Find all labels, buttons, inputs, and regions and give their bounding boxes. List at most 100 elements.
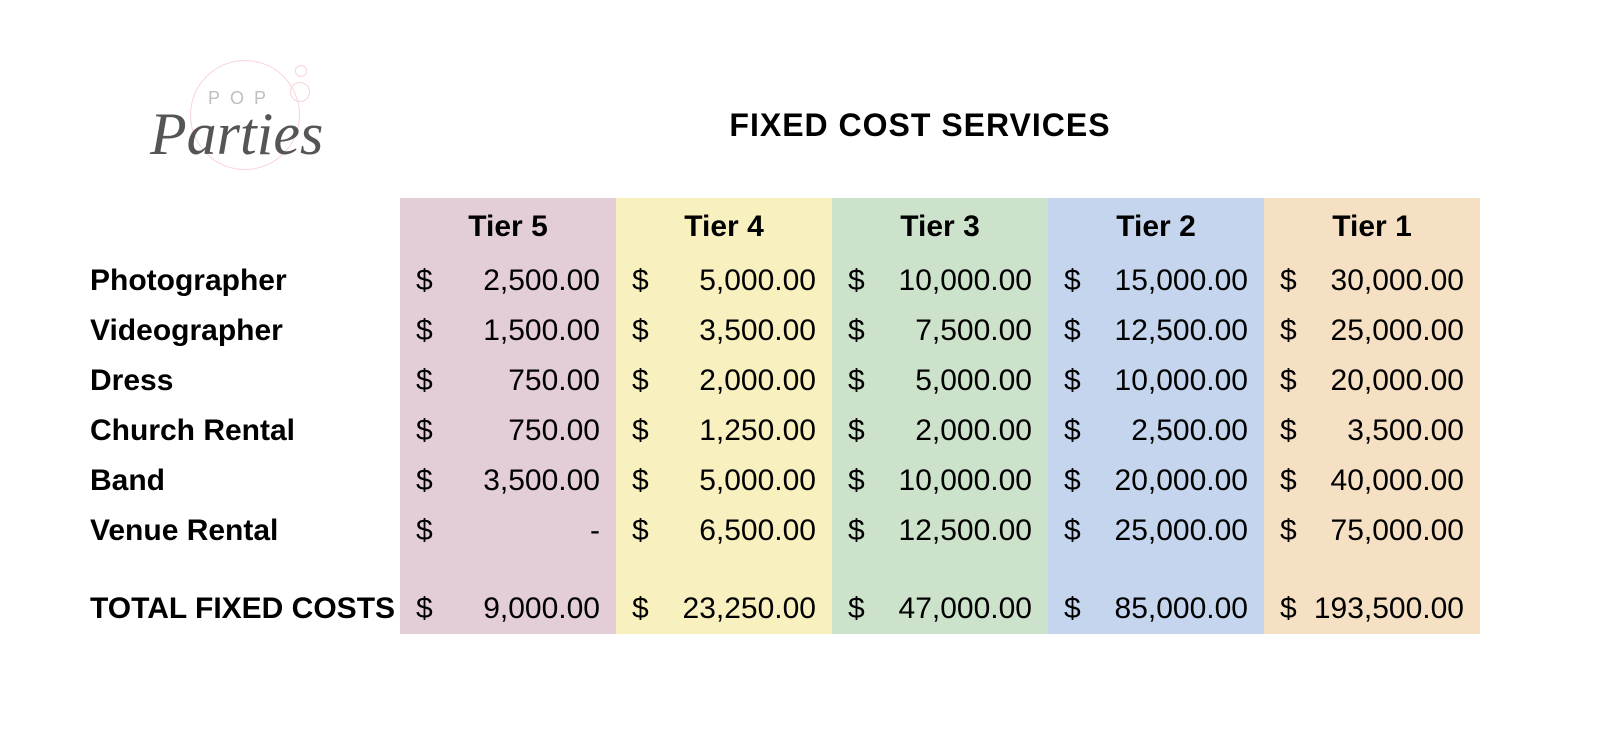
spacer <box>616 556 832 584</box>
column-header-tier: Tier 5 <box>400 198 616 256</box>
amount-value: 25,000.00 <box>1081 514 1248 548</box>
table-cell: $10,000.00 <box>832 256 1048 306</box>
total-cell: $23,250.00 <box>616 584 832 634</box>
table-cell: $12,500.00 <box>832 506 1048 556</box>
spacer <box>80 556 400 584</box>
spacer <box>1048 556 1264 584</box>
currency-symbol: $ <box>1064 464 1081 498</box>
table-cell: $3,500.00 <box>400 456 616 506</box>
table-cell: $1,500.00 <box>400 306 616 356</box>
table-cell: $20,000.00 <box>1048 456 1264 506</box>
total-cell: $193,500.00 <box>1264 584 1480 634</box>
currency-symbol: $ <box>632 414 649 448</box>
amount-value: 2,500.00 <box>1081 414 1248 448</box>
table-cell: $6,500.00 <box>616 506 832 556</box>
row-label: Videographer <box>80 306 400 356</box>
table-cell: $12,500.00 <box>1048 306 1264 356</box>
table-cell: $2,500.00 <box>400 256 616 306</box>
row-label: Photographer <box>80 256 400 306</box>
total-cell: $85,000.00 <box>1048 584 1264 634</box>
currency-symbol: $ <box>416 464 433 498</box>
total-cell: $47,000.00 <box>832 584 1048 634</box>
table-cell: $5,000.00 <box>616 256 832 306</box>
spacer <box>832 556 1048 584</box>
amount-value: 3,500.00 <box>649 314 816 348</box>
amount-value: 193,500.00 <box>1297 592 1464 626</box>
currency-symbol: $ <box>632 364 649 398</box>
amount-value: 10,000.00 <box>865 464 1032 498</box>
row-label: Band <box>80 456 400 506</box>
currency-symbol: $ <box>1280 514 1297 548</box>
amount-value: 20,000.00 <box>1081 464 1248 498</box>
amount-value: 75,000.00 <box>1297 514 1464 548</box>
total-label: TOTAL FIXED COSTS <box>80 584 400 634</box>
currency-symbol: $ <box>416 364 433 398</box>
currency-symbol: $ <box>848 464 865 498</box>
table-cell: $2,000.00 <box>832 406 1048 456</box>
currency-symbol: $ <box>1280 264 1297 298</box>
table-cell: $1,250.00 <box>616 406 832 456</box>
table-cell: $30,000.00 <box>1264 256 1480 306</box>
table-cell: $5,000.00 <box>832 356 1048 406</box>
amount-value: 2,000.00 <box>649 364 816 398</box>
table-cell: $25,000.00 <box>1048 506 1264 556</box>
table-cell: $75,000.00 <box>1264 506 1480 556</box>
amount-value: 10,000.00 <box>865 264 1032 298</box>
table-cell: $25,000.00 <box>1264 306 1480 356</box>
table-cell: $3,500.00 <box>1264 406 1480 456</box>
row-label: Church Rental <box>80 406 400 456</box>
currency-symbol: $ <box>416 314 433 348</box>
amount-value: 5,000.00 <box>649 264 816 298</box>
currency-symbol: $ <box>632 592 649 626</box>
header-section: POP Parties FIXED COST SERVICES <box>80 60 1520 190</box>
logo: POP Parties <box>80 60 380 190</box>
currency-symbol: $ <box>416 514 433 548</box>
page-title: FIXED COST SERVICES <box>380 107 1520 144</box>
currency-symbol: $ <box>848 414 865 448</box>
amount-value: 20,000.00 <box>1297 364 1464 398</box>
logo-script-text: Parties <box>150 100 323 169</box>
currency-symbol: $ <box>848 364 865 398</box>
currency-symbol: $ <box>632 264 649 298</box>
table-cell: $2,500.00 <box>1048 406 1264 456</box>
table-cell: $5,000.00 <box>616 456 832 506</box>
column-header-tier: Tier 2 <box>1048 198 1264 256</box>
amount-value: 10,000.00 <box>1081 364 1248 398</box>
table-cell: $2,000.00 <box>616 356 832 406</box>
amount-value: 2,000.00 <box>865 414 1032 448</box>
amount-value: - <box>433 514 600 548</box>
currency-symbol: $ <box>1280 464 1297 498</box>
amount-value: 85,000.00 <box>1081 592 1248 626</box>
table-cell: $40,000.00 <box>1264 456 1480 506</box>
row-label: Dress <box>80 356 400 406</box>
currency-symbol: $ <box>416 264 433 298</box>
amount-value: 30,000.00 <box>1297 264 1464 298</box>
amount-value: 15,000.00 <box>1081 264 1248 298</box>
table-cell: $7,500.00 <box>832 306 1048 356</box>
cost-table: Tier 5Tier 4Tier 3Tier 2Tier 1Photograph… <box>80 198 1520 634</box>
currency-symbol: $ <box>632 464 649 498</box>
amount-value: 1,500.00 <box>433 314 600 348</box>
amount-value: 3,500.00 <box>1297 414 1464 448</box>
currency-symbol: $ <box>1280 314 1297 348</box>
amount-value: 7,500.00 <box>865 314 1032 348</box>
amount-value: 25,000.00 <box>1297 314 1464 348</box>
currency-symbol: $ <box>1064 264 1081 298</box>
row-label: Venue Rental <box>80 506 400 556</box>
currency-symbol: $ <box>848 592 865 626</box>
currency-symbol: $ <box>416 414 433 448</box>
currency-symbol: $ <box>1280 364 1297 398</box>
currency-symbol: $ <box>632 514 649 548</box>
amount-value: 3,500.00 <box>433 464 600 498</box>
page-container: POP Parties FIXED COST SERVICES Tier 5Ti… <box>80 60 1520 634</box>
amount-value: 750.00 <box>433 364 600 398</box>
currency-symbol: $ <box>632 314 649 348</box>
table-cell: $3,500.00 <box>616 306 832 356</box>
currency-symbol: $ <box>1280 414 1297 448</box>
logo-bubble-large <box>290 82 310 102</box>
amount-value: 5,000.00 <box>865 364 1032 398</box>
currency-symbol: $ <box>1064 592 1081 626</box>
spacer <box>400 556 616 584</box>
currency-symbol: $ <box>1064 364 1081 398</box>
table-cell: $20,000.00 <box>1264 356 1480 406</box>
